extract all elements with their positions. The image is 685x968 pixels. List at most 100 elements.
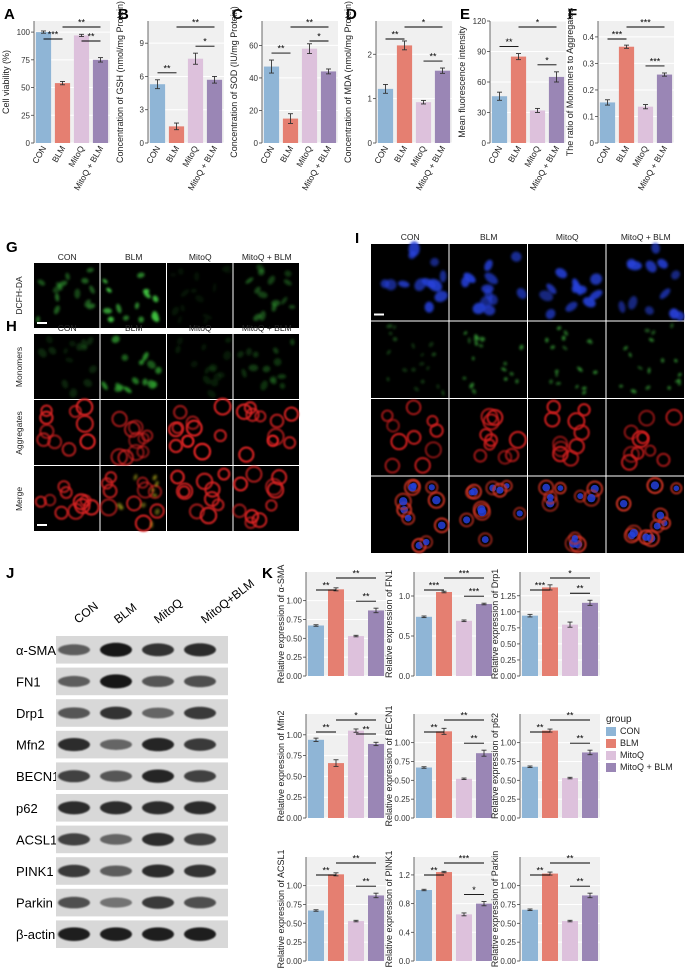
y-tick-label: 0.50 [286, 772, 302, 781]
band [142, 927, 174, 942]
band [142, 801, 174, 815]
cell [37, 279, 46, 286]
nucleus [408, 483, 417, 492]
significance-label: ** [576, 734, 584, 744]
cell [408, 250, 417, 259]
cell [147, 360, 156, 369]
cell-ring [406, 429, 422, 446]
cell [65, 357, 74, 363]
cell-ring [553, 481, 567, 495]
nucleus [656, 511, 665, 520]
cell [140, 502, 146, 508]
cell [225, 337, 232, 343]
panel-letter: A [4, 6, 15, 23]
cell-ring [125, 495, 143, 512]
cell [134, 302, 140, 310]
protein-label: FN1 [16, 674, 41, 689]
cell-ring [100, 477, 114, 490]
protein-label: β-actin [16, 927, 55, 942]
cell-ring [243, 401, 257, 415]
cell-ring [427, 491, 446, 510]
cell-ring [414, 456, 432, 474]
scale-bar [374, 313, 384, 316]
cell [83, 379, 93, 388]
y-tick-label: 0.00 [286, 957, 302, 966]
y-axis-label: Relative expression of PINK1 [384, 850, 394, 967]
cell [386, 377, 390, 382]
cell [122, 315, 130, 321]
band [58, 644, 90, 656]
band [100, 642, 132, 657]
protein-label: PINK1 [16, 864, 54, 879]
band [184, 738, 216, 751]
y-tick-label: 0.50 [500, 776, 516, 785]
cell [177, 315, 182, 324]
cell [131, 377, 139, 385]
cell-ring [385, 418, 401, 433]
bar-blm [328, 589, 344, 676]
x-category-label: CON [372, 144, 390, 165]
western-blot-panel: J CON BLM MitoQ MitoQ+BLM α-SMA FN1 Drp1 Mfn2 BEC… [6, 565, 257, 948]
cell [284, 270, 292, 277]
bar-mitoq-blm [476, 604, 492, 676]
significance-label: *** [459, 854, 470, 864]
band [184, 801, 216, 815]
expression-chart: 0.000.250.500.751.00*****Relative expres… [276, 710, 386, 823]
cell-ring [75, 398, 94, 417]
cell [142, 352, 149, 361]
significance-label: ** [576, 584, 584, 594]
cell-ring [266, 434, 280, 448]
protein-label: BECN1 [16, 769, 59, 784]
column-label: BLM [480, 232, 497, 242]
cell [35, 315, 41, 323]
nucleus [629, 528, 638, 538]
y-tick-label: 3 [140, 106, 145, 115]
cell [89, 365, 97, 374]
significance-label: ** [322, 581, 330, 591]
cell [436, 384, 440, 389]
cell-ring [168, 438, 184, 454]
cell [212, 283, 217, 293]
cell [288, 304, 296, 309]
cell [103, 308, 112, 314]
lane-label: MitoQ+BLM [198, 576, 257, 626]
bar-blm [328, 763, 344, 818]
band [58, 864, 90, 878]
cell [392, 337, 398, 342]
band [100, 674, 132, 689]
bar-con [149, 84, 166, 143]
y-axis-label: Relative expression of p62 [490, 713, 500, 819]
significance-label: ** [470, 734, 478, 744]
cell [69, 340, 76, 347]
cell [420, 353, 424, 357]
cell [210, 379, 219, 387]
cell [63, 348, 68, 354]
cell [651, 242, 660, 254]
significance-label: ** [429, 52, 437, 62]
band [184, 927, 216, 942]
cell [561, 335, 566, 341]
cell-ring [411, 537, 427, 554]
significance-label: * [536, 18, 540, 28]
column-label: BLM [125, 252, 142, 262]
nucleus [399, 497, 408, 506]
cell [176, 337, 183, 345]
y-tick-label: 0.00 [394, 814, 410, 823]
cell [262, 365, 271, 373]
panel-f: F00.10.20.30.4 *********CON BLM MitoQMitoQ … [565, 6, 674, 192]
cell [670, 323, 674, 329]
bar-mitoq [562, 778, 578, 818]
cell [106, 287, 112, 293]
cell-ring [486, 408, 504, 427]
nucleus [423, 538, 430, 546]
cell [154, 508, 160, 515]
cell [554, 369, 559, 374]
green-cells [35, 267, 96, 323]
y-tick-label: 0.3 [583, 59, 595, 68]
cell [626, 260, 642, 271]
cell [171, 306, 179, 316]
bar-mitoq-blm [476, 753, 492, 818]
protein-label: Mfn2 [16, 738, 45, 753]
y-tick-label: 0.00 [500, 957, 516, 966]
